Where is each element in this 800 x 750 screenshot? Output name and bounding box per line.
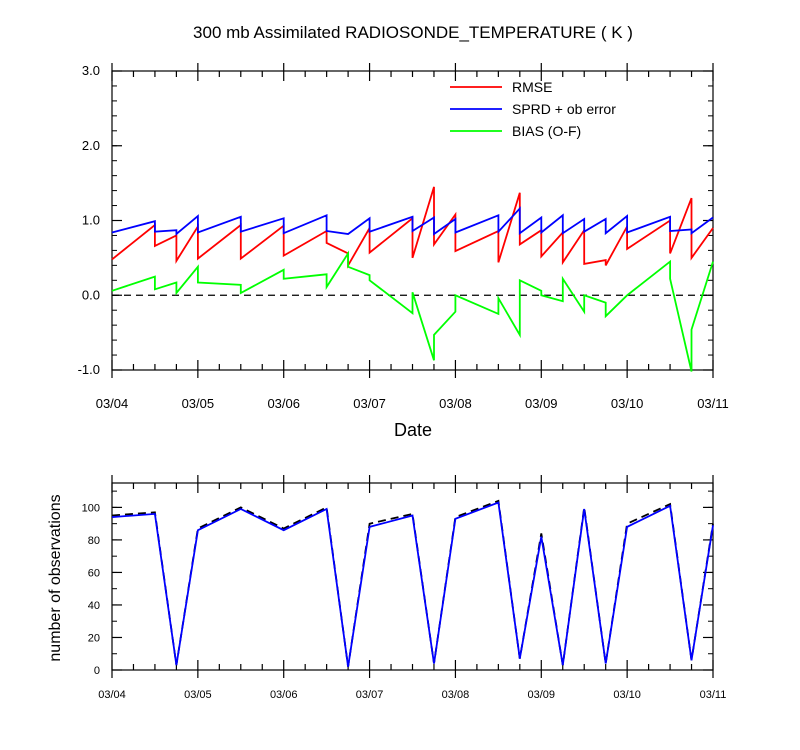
x-tick-label: 03/08 bbox=[442, 689, 470, 701]
series-line-sprd-ob-error bbox=[111, 206, 714, 236]
series-line-rmse bbox=[111, 186, 714, 269]
chart-title: 300 mb Assimilated RADIOSONDE_TEMPERATUR… bbox=[193, 23, 633, 42]
x-tick-label: 03/10 bbox=[611, 396, 644, 411]
y-tick-label: -1.0 bbox=[78, 362, 100, 377]
top-chart: 03/04 03/05 03/06 03/07 03/08 03/09 03/10 03/11… bbox=[78, 63, 729, 411]
x-tick-label: 03/11 bbox=[697, 396, 729, 411]
x-tick-label: 03/04 bbox=[96, 396, 129, 411]
series-line-bias-o-f bbox=[111, 250, 714, 372]
y-tick-label: 40 bbox=[88, 600, 100, 612]
x-tick-label: 03/11 bbox=[700, 689, 727, 701]
y-axis-label: number of observations bbox=[47, 494, 64, 661]
x-tick-label: 03/05 bbox=[182, 396, 215, 411]
bottom-chart: 03/04 03/05 03/06 03/07 03/08 03/09 03/10 03/11… bbox=[82, 475, 727, 701]
y-tick-label: 20 bbox=[88, 632, 100, 644]
x-tick-label: 03/08 bbox=[439, 396, 472, 411]
y-tick-label: 1.0 bbox=[82, 213, 100, 228]
x-tick-label: 03/07 bbox=[356, 689, 384, 701]
plot-frame bbox=[111, 482, 714, 671]
legend-label: RMSE bbox=[512, 79, 552, 95]
series-line-observations-dashed bbox=[111, 499, 714, 667]
y-tick-label: 80 bbox=[88, 535, 100, 547]
x-tick-label: 03/04 bbox=[98, 689, 126, 701]
x-tick-label: 03/09 bbox=[525, 396, 558, 411]
x-tick-label: 03/06 bbox=[270, 689, 298, 701]
y-tick-label: 60 bbox=[88, 567, 100, 579]
y-tick-label: 2.0 bbox=[82, 138, 100, 153]
x-tick-label: 03/05 bbox=[184, 689, 212, 701]
series-line-observations-solid bbox=[111, 501, 714, 667]
x-tick-label: 03/07 bbox=[353, 396, 386, 411]
x-tick-label: 03/09 bbox=[528, 689, 556, 701]
x-axis-label: Date bbox=[394, 420, 432, 440]
y-tick-label: 100 bbox=[82, 502, 100, 514]
y-tick-label: 3.0 bbox=[82, 63, 100, 78]
legend-label: BIAS (O-F) bbox=[512, 123, 581, 139]
y-tick-label: 0 bbox=[94, 665, 100, 677]
x-tick-label: 03/06 bbox=[267, 396, 300, 411]
legend-label: SPRD + ob error bbox=[512, 101, 616, 117]
x-tick-label: 03/10 bbox=[613, 689, 641, 701]
y-tick-label: 0.0 bbox=[82, 287, 100, 302]
